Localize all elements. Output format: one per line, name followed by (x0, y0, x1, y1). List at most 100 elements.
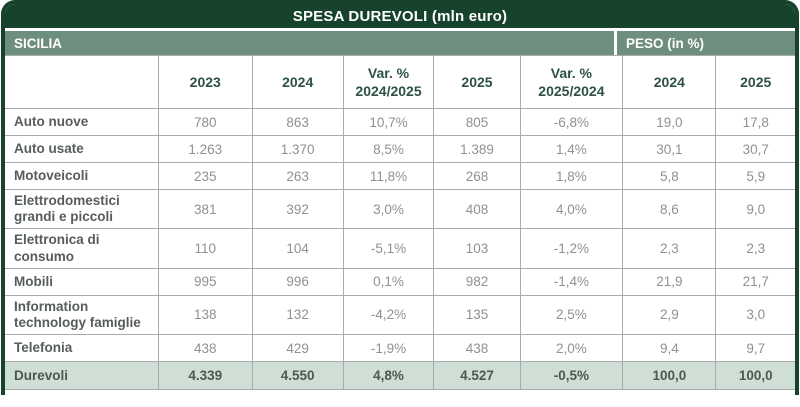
cell-value: 4,8% (342, 361, 435, 391)
cell-value: 100,0 (622, 361, 717, 391)
cell-value: 138 (157, 294, 253, 336)
cell-value: 408 (433, 188, 521, 230)
cell-value: -5,1% (342, 228, 435, 269)
cell-value: 132 (251, 294, 344, 336)
table-row: Auto nuove 780 863 10,7% 805 -6,8% 19,0 … (5, 108, 795, 136)
row-label: Elettrodomestici grandi e piccoli (5, 188, 159, 230)
cell-value: 2,0% (519, 334, 624, 363)
cell-value: 438 (157, 334, 253, 363)
cell-value: 438 (433, 334, 521, 363)
cell-value: 2,9 (622, 294, 717, 336)
cell-value: 268 (433, 162, 521, 190)
table-row: Telefonia 438 429 -1,9% 438 2,0% 9,4 9,7 (5, 334, 795, 363)
cell-value: 9,0 (715, 188, 795, 230)
row-label: Auto usate (5, 135, 159, 163)
report-title-bar: SPESA DUREVOLI (mln euro) (5, 4, 795, 31)
region-header: SICILIA (5, 31, 614, 55)
region-label: SICILIA (14, 35, 63, 51)
report-card: SPESA DUREVOLI (mln euro) SICILIA PESO (… (1, 0, 799, 396)
row-label: Elettronica di consumo (5, 228, 159, 269)
col-header-peso-2024: 2024 (622, 55, 717, 109)
cell-value: 392 (251, 188, 344, 230)
cell-value: 381 (157, 188, 253, 230)
cell-value: 1.389 (433, 135, 521, 163)
row-label: Mobili (5, 267, 159, 296)
cell-value: 30,7 (715, 135, 795, 163)
cell-value: 1.370 (251, 135, 344, 163)
cell-value: 8,6 (622, 188, 717, 230)
cell-value: 263 (251, 162, 344, 190)
cell-value: 21,9 (622, 267, 717, 296)
report-title: SPESA DUREVOLI (mln euro) (292, 7, 508, 25)
cell-value: 4.550 (251, 361, 344, 391)
table-row: Auto usate 1.263 1.370 8,5% 1.389 1,4% 3… (5, 135, 795, 163)
table-row: Motoveicoli 235 263 11,8% 268 1,8% 5,8 5… (5, 162, 795, 190)
cell-value: 5,9 (715, 162, 795, 190)
cell-value: 1.263 (157, 135, 253, 163)
total-row: Durevoli 4.339 4.550 4,8% 4.527 -0,5% 10… (5, 361, 795, 391)
cell-value: 135 (433, 294, 521, 336)
row-label: Durevoli (5, 361, 159, 391)
table-row: Elettronica di consumo 110 104 -5,1% 103… (5, 228, 795, 269)
row-label: Telefonia (5, 334, 159, 363)
cell-value: 780 (157, 108, 253, 136)
table-row: Information technology famiglie 138 132 … (5, 294, 795, 336)
cell-value: 17,8 (715, 108, 795, 136)
column-header-row: 2023 2024 Var. % 2024/2025 2025 Var. % 2… (5, 55, 795, 109)
cell-value: 995 (157, 267, 253, 296)
data-table: 2023 2024 Var. % 2024/2025 2025 Var. % 2… (5, 55, 795, 391)
section-band: SICILIA PESO (in %) (5, 31, 795, 55)
row-label: Information technology famiglie (5, 294, 159, 336)
cell-value: 996 (251, 267, 344, 296)
col-header-var-2025-2024: Var. % 2025/2024 (519, 55, 624, 109)
col-header-peso-2025: 2025 (715, 55, 795, 109)
cell-value: 8,5% (342, 135, 435, 163)
cell-value: 21,7 (715, 267, 795, 296)
cell-value: 1,4% (519, 135, 624, 163)
cell-value: 805 (433, 108, 521, 136)
cell-value: 2,3 (622, 228, 717, 269)
cell-value: 30,1 (622, 135, 717, 163)
col-header-2024: 2024 (251, 55, 344, 109)
cell-value: 3,0 (715, 294, 795, 336)
peso-label: PESO (in %) (626, 35, 705, 51)
cell-value: 100,0 (715, 361, 795, 391)
cell-value: 11,8% (342, 162, 435, 190)
cell-value: 3,0% (342, 188, 435, 230)
row-label: Auto nuove (5, 108, 159, 136)
cell-value: 103 (433, 228, 521, 269)
col-header-2023: 2023 (157, 55, 253, 109)
cell-value: 104 (251, 228, 344, 269)
cell-value: 4.339 (157, 361, 253, 391)
cell-value: -1,2% (519, 228, 624, 269)
peso-header: PESO (in %) (617, 31, 795, 55)
row-label: Motoveicoli (5, 162, 159, 190)
cell-value: -6,8% (519, 108, 624, 136)
cell-value: 235 (157, 162, 253, 190)
cell-value: 5,8 (622, 162, 717, 190)
table-row: Mobili 995 996 0,1% 982 -1,4% 21,9 21,7 (5, 267, 795, 296)
cell-value: 1,8% (519, 162, 624, 190)
cell-value: 982 (433, 267, 521, 296)
cell-value: 9,7 (715, 334, 795, 363)
cell-value: -1,4% (519, 267, 624, 296)
cell-value: -4,2% (342, 294, 435, 336)
cell-value: 10,7% (342, 108, 435, 136)
cell-value: 0,1% (342, 267, 435, 296)
cell-value: 19,0 (622, 108, 717, 136)
cell-value: 2,3 (715, 228, 795, 269)
table-row: Elettrodomestici grandi e piccoli 381 39… (5, 188, 795, 230)
cell-value: -0,5% (519, 361, 624, 391)
row-label-header (5, 55, 159, 109)
bottom-spacer (5, 390, 795, 396)
cell-value: 2,5% (519, 294, 624, 336)
cell-value: 863 (251, 108, 344, 136)
col-header-var-2024-2025: Var. % 2024/2025 (342, 55, 435, 109)
cell-value: 4.527 (433, 361, 521, 391)
cell-value: 110 (157, 228, 253, 269)
cell-value: -1,9% (342, 334, 435, 363)
cell-value: 429 (251, 334, 344, 363)
col-header-2025: 2025 (433, 55, 521, 109)
cell-value: 4,0% (519, 188, 624, 230)
cell-value: 9,4 (622, 334, 717, 363)
